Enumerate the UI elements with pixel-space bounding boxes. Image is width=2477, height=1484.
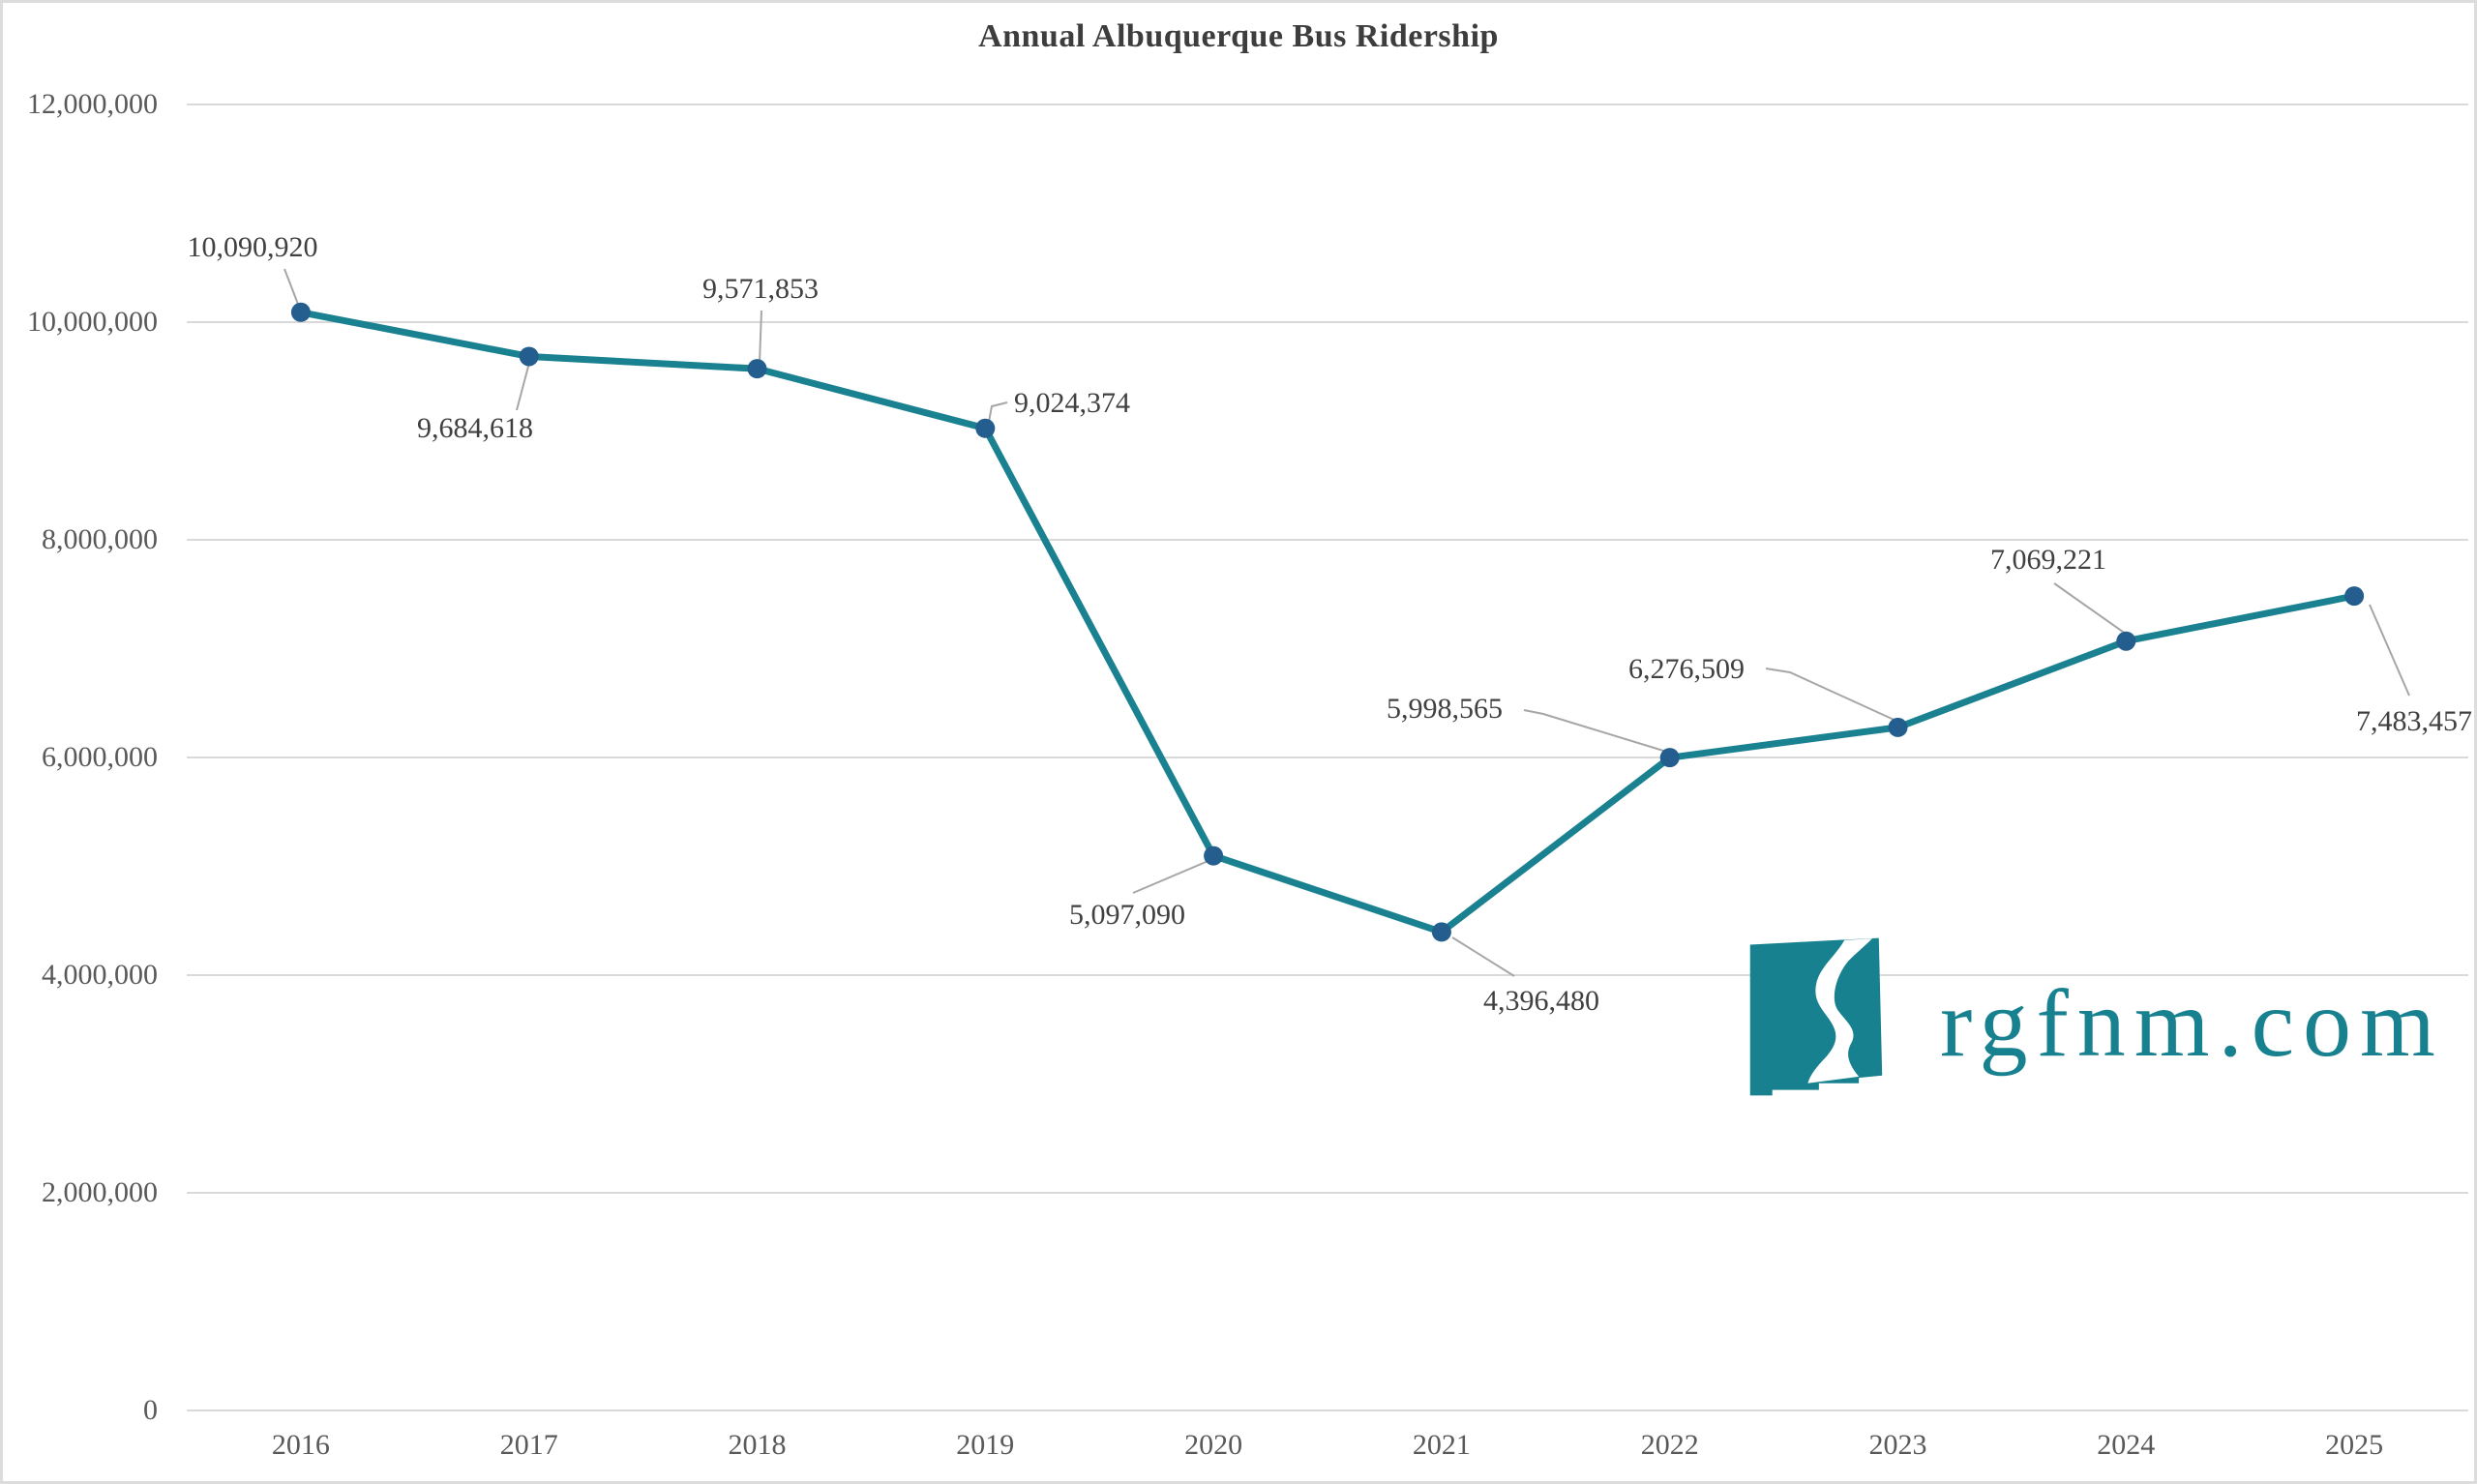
- leader-line: [2053, 582, 2131, 638]
- y-axis-tick-label: 0: [143, 1394, 158, 1426]
- x-axis-tick-label: 2022: [1640, 1429, 1699, 1461]
- data-point-label: 9,684,618: [417, 412, 533, 444]
- leader-line: [1451, 936, 1515, 977]
- series-line: [297, 309, 2358, 935]
- watermark-text: rgfnm.com: [1940, 969, 2444, 1077]
- data-point-marker: [2344, 586, 2365, 607]
- x-axis-tick-label: 2025: [2325, 1429, 2384, 1461]
- leader-line: [1523, 709, 1674, 755]
- y-axis-tick-label: 6,000,000: [42, 741, 158, 773]
- data-point-marker: [747, 359, 767, 379]
- data-point-marker: [1659, 748, 1680, 768]
- leader-line: [284, 268, 300, 308]
- data-point-label: 6,276,509: [1628, 653, 1745, 685]
- data-point-label: 10,090,920: [187, 231, 318, 263]
- leader-line: [988, 401, 1008, 423]
- chart-title: Annual Albuquerque Bus Ridership: [978, 18, 1499, 54]
- data-point-marker: [1204, 846, 1224, 866]
- data-point-label: 9,571,853: [702, 273, 819, 305]
- x-axis-tick-label: 2021: [1412, 1429, 1471, 1461]
- data-point-label: 5,998,565: [1387, 693, 1503, 725]
- x-axis-tick-label: 2023: [1868, 1429, 1927, 1461]
- data-point-label: 5,097,090: [1069, 899, 1185, 931]
- y-axis-tick-label: 12,000,000: [27, 88, 158, 120]
- leader-line: [516, 362, 530, 411]
- data-point-label: 4,396,480: [1483, 985, 1599, 1017]
- leader-line: [2369, 604, 2410, 697]
- watermark-logo: rgfnm.com: [1737, 934, 2444, 1100]
- data-point-label: 7,483,457: [2356, 705, 2472, 737]
- data-point-label: 7,069,221: [1990, 544, 2106, 576]
- y-axis-tick-label: 2,000,000: [42, 1176, 158, 1208]
- leader-line: [1132, 859, 1211, 894]
- data-point-marker: [2116, 631, 2136, 651]
- x-axis-tick-label: 2017: [499, 1429, 558, 1461]
- y-axis-tick-label: 8,000,000: [42, 523, 158, 555]
- y-axis-tick-label: 4,000,000: [42, 959, 158, 991]
- leader-line: [1765, 668, 1901, 724]
- plot-area: [3, 3, 2474, 1481]
- x-axis-tick-label: 2024: [2097, 1429, 2156, 1461]
- data-point-marker: [1888, 717, 1908, 737]
- data-point-marker: [519, 346, 539, 367]
- y-axis-tick-label: 10,000,000: [27, 306, 158, 338]
- data-point-marker: [1431, 922, 1451, 942]
- x-axis-tick-label: 2020: [1184, 1429, 1243, 1461]
- data-point-label: 9,024,374: [1014, 387, 1130, 419]
- new-mexico-river-icon: [1749, 937, 1883, 1096]
- x-axis-tick-label: 2019: [956, 1429, 1015, 1461]
- x-axis-tick-label: 2016: [271, 1429, 330, 1461]
- data-point-marker: [290, 302, 311, 322]
- leader-line: [759, 310, 762, 364]
- data-point-marker: [975, 418, 996, 438]
- x-axis-tick-label: 2018: [728, 1429, 787, 1461]
